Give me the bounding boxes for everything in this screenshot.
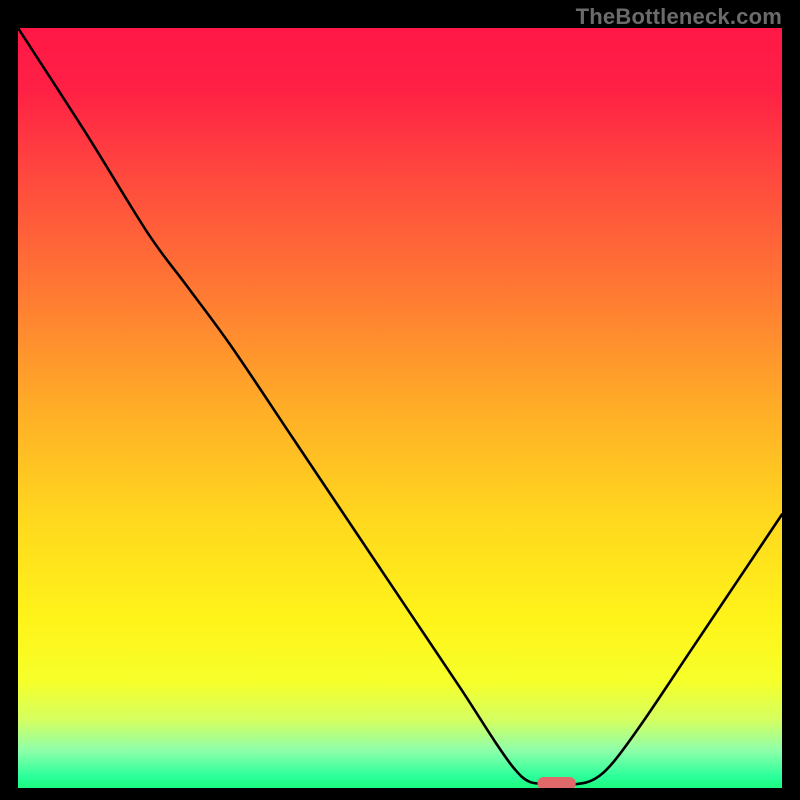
watermark-text: TheBottleneck.com — [576, 4, 782, 30]
bottleneck-curve-chart — [18, 28, 782, 788]
gradient-background — [18, 28, 782, 788]
chart-container: TheBottleneck.com — [0, 0, 800, 800]
plot-area — [18, 28, 782, 788]
optimal-point-marker — [538, 777, 576, 788]
